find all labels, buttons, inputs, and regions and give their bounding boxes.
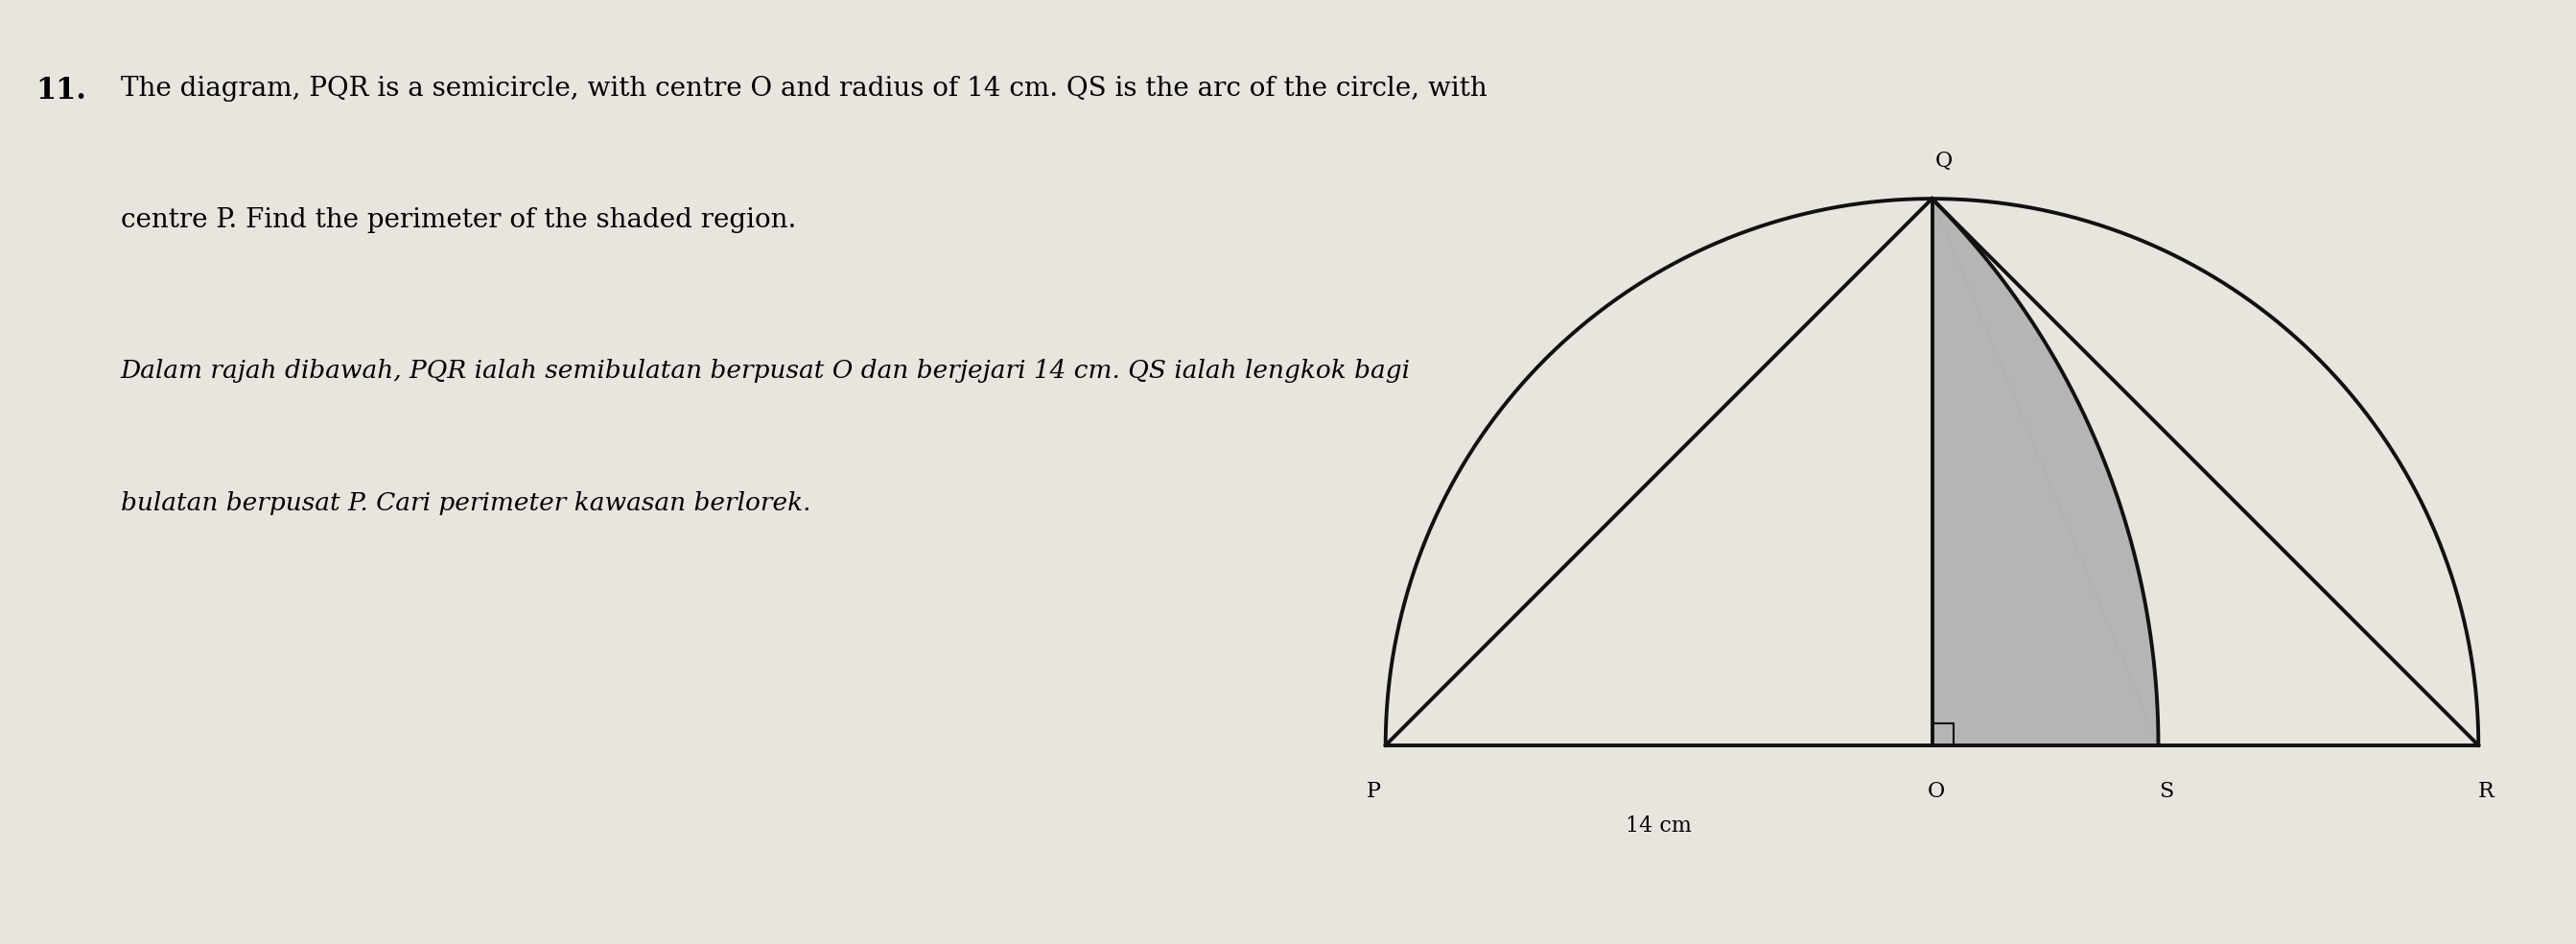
Text: P: P <box>1368 781 1381 801</box>
Text: 14 cm: 14 cm <box>1625 816 1692 836</box>
Text: 11.: 11. <box>36 76 85 106</box>
Text: bulatan berpusat P. Cari perimeter kawasan berlorek.: bulatan berpusat P. Cari perimeter kawas… <box>121 491 811 514</box>
Text: O: O <box>1927 781 1945 801</box>
Text: Q: Q <box>1935 150 1953 172</box>
Text: S: S <box>2159 781 2174 801</box>
Polygon shape <box>1932 198 2159 746</box>
Text: R: R <box>2478 781 2494 801</box>
Text: centre P. Find the perimeter of the shaded region.: centre P. Find the perimeter of the shad… <box>121 208 796 233</box>
Text: The diagram, PQR is a semicircle, with centre O and radius of 14 cm. QS is the a: The diagram, PQR is a semicircle, with c… <box>121 76 1486 101</box>
Text: Dalam rajah dibawah, PQR ialah semibulatan berpusat O dan berjejari 14 cm. QS ia: Dalam rajah dibawah, PQR ialah semibulat… <box>121 359 1409 382</box>
